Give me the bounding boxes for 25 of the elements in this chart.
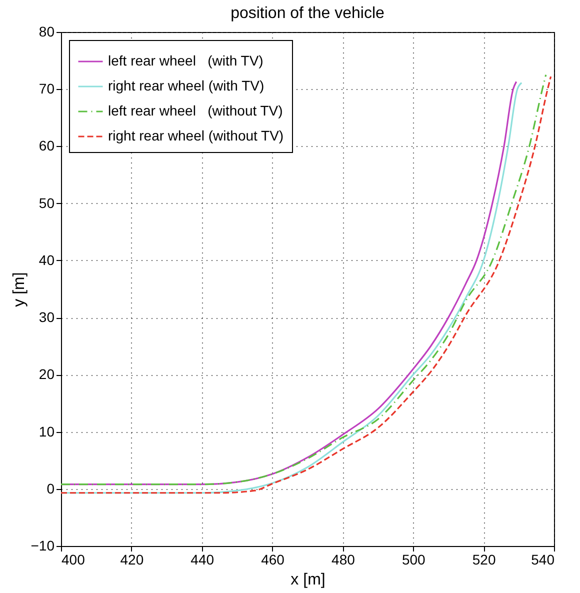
x-tick-label: 440 <box>190 552 214 568</box>
x-tick-label: 540 <box>531 552 555 568</box>
y-tick-label: 40 <box>38 252 55 268</box>
y-tick-label: 20 <box>38 366 55 382</box>
legend-label: left rear wheel (without TV) <box>108 102 283 118</box>
legend-label: right rear wheel (with TV) <box>108 78 264 94</box>
y-tick-label: 60 <box>38 138 55 154</box>
x-tick-label: 500 <box>402 552 426 568</box>
x-tick-label: 420 <box>120 552 144 568</box>
y-tick-label: 30 <box>38 309 55 326</box>
y-tick-label: 0 <box>46 480 55 496</box>
x-tick-label: 520 <box>472 552 496 568</box>
x-axis-title: x [m] <box>290 572 326 588</box>
y-axis-title: y [m] <box>10 272 28 307</box>
x-tick-label: 400 <box>62 552 86 568</box>
chart-title: position of the vehicle <box>230 5 385 22</box>
x-tick-label: 460 <box>261 552 285 568</box>
legend-label: left rear wheel (with TV) <box>108 52 264 68</box>
y-tick-label: 70 <box>38 80 55 97</box>
y-tick-label: 10 <box>38 423 55 440</box>
x-tick-label: 480 <box>332 552 356 568</box>
y-tick-label: 50 <box>38 194 55 211</box>
y-tick-label: 80 <box>38 24 55 40</box>
legend-label: right rear wheel (without TV) <box>108 128 284 144</box>
y-tick-label: −10 <box>30 538 55 554</box>
